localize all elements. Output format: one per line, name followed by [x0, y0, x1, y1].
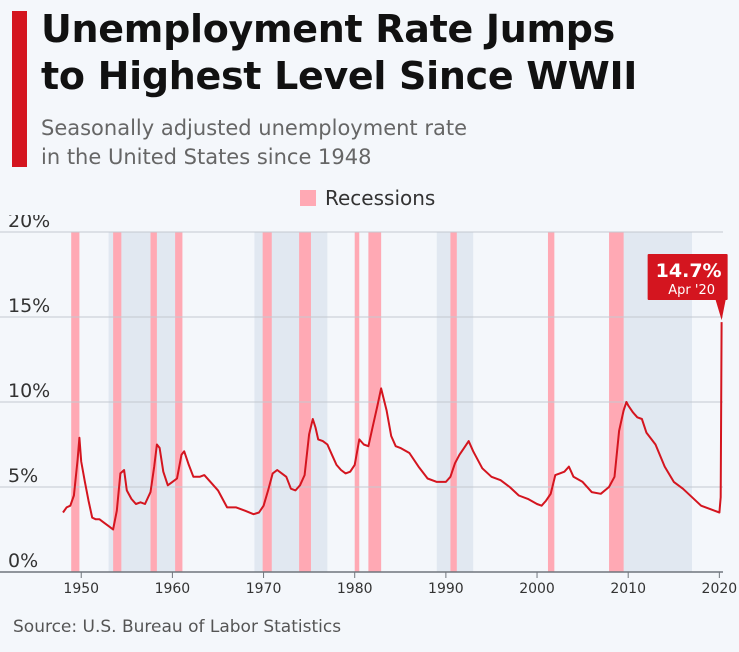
title-line-2: to Highest Level Since WWII: [41, 54, 638, 98]
x-tick-label: 2010: [610, 581, 646, 597]
x-tick-label: 2000: [519, 581, 555, 597]
y-tick-label: 0%: [8, 550, 38, 572]
chart-legend: Recessions: [300, 186, 435, 210]
x-tick-label: 2020: [702, 581, 738, 597]
x-tick-label: 1950: [63, 581, 99, 597]
y-tick-label: 5%: [8, 465, 38, 487]
y-tick-label: 20%: [8, 215, 50, 232]
unemployment-chart: 0% 5% 10% 15% 20% 1950 1960 1970 1980 1990 2000 201…: [0, 215, 738, 597]
x-tick-label: 1990: [428, 581, 464, 597]
subtitle-line-1: Seasonally adjusted unemployment rate: [41, 116, 467, 140]
accent-bar: [12, 11, 27, 167]
x-tick-label: 1970: [246, 581, 282, 597]
annotation-box: [647, 254, 728, 300]
page-title: Unemployment Rate Jumps to Highest Level…: [41, 6, 637, 100]
recession-legend-swatch: [300, 190, 316, 206]
annotation-value: 14.7%: [656, 260, 722, 282]
y-tick-label: 10%: [8, 380, 50, 402]
x-tick-label: 1980: [337, 581, 373, 597]
x-tick-label: 1960: [155, 581, 191, 597]
title-line-1: Unemployment Rate Jumps: [41, 7, 615, 51]
annotation-pointer: [715, 300, 726, 321]
annotation-date: Apr '20: [668, 283, 715, 298]
page-subtitle: Seasonally adjusted unemployment rate in…: [41, 114, 467, 172]
source-note: Source: U.S. Bureau of Labor Statistics: [13, 617, 342, 637]
subtitle-line-2: in the United States since 1948: [41, 145, 372, 169]
y-tick-label: 15%: [8, 295, 50, 317]
recession-legend-label: Recessions: [325, 186, 436, 210]
unemployment-rate-line: [62, 322, 723, 531]
